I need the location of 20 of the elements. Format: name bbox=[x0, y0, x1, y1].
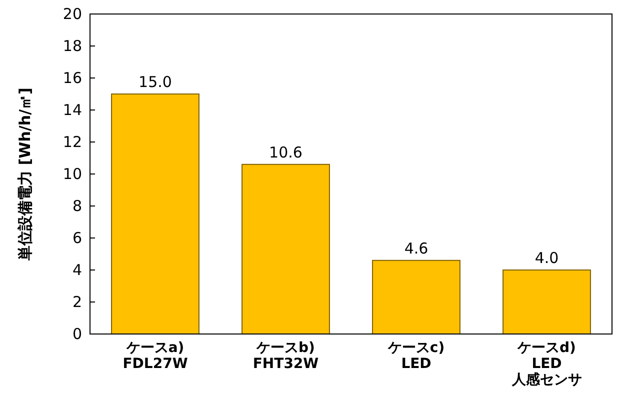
data-label: 10.6 bbox=[269, 143, 302, 162]
y-tick-label: 12 bbox=[62, 133, 82, 151]
y-tick-label: 10 bbox=[62, 165, 82, 183]
y-tick-label: 0 bbox=[72, 325, 82, 343]
x-tick-label: ケースb) FHT32W bbox=[252, 340, 319, 372]
data-label: 15.0 bbox=[138, 73, 172, 91]
y-tick-label: 4 bbox=[72, 261, 82, 279]
y-tick-label: 18 bbox=[62, 37, 82, 55]
data-label: 4.6 bbox=[404, 239, 428, 258]
x-tick-label: ケースd) LED 人感センサ bbox=[510, 340, 582, 388]
y-tick-label: 14 bbox=[62, 101, 82, 119]
y-tick-label: 2 bbox=[72, 293, 82, 311]
y-tick-label: 6 bbox=[72, 229, 82, 247]
y-tick-label: 20 bbox=[62, 5, 82, 23]
x-tick-label: ケースc) LED bbox=[386, 340, 445, 372]
y-axis-title: 単位設備電力 [Wh/h/㎡] bbox=[16, 88, 34, 262]
data-label: 4.0 bbox=[534, 249, 559, 267]
y-tick-label: 8 bbox=[72, 197, 82, 215]
x-tick-label: ケースa) FDL27W bbox=[122, 340, 188, 372]
y-tick-label: 16 bbox=[62, 69, 82, 87]
